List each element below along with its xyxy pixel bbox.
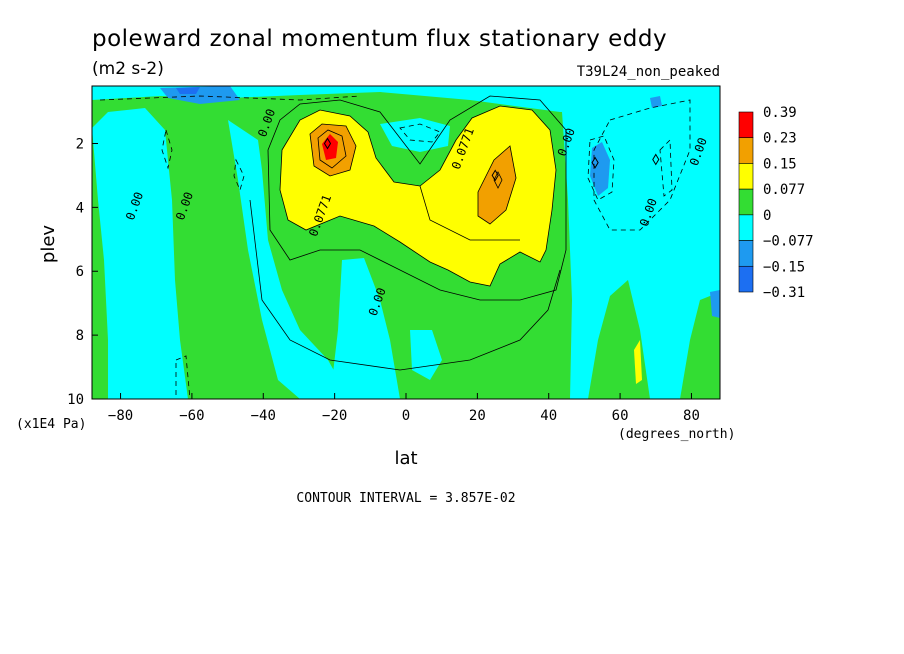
x-tick-label: −20	[322, 408, 347, 424]
x-tick-label: 0	[402, 408, 410, 424]
contour-lines	[249, 95, 567, 371]
band-neg-top	[92, 86, 720, 112]
colorbar-swatch	[738, 214, 754, 241]
x-tick-label: 20	[469, 408, 486, 424]
extrema-markers	[323, 137, 660, 182]
x-tick-label: 60	[612, 408, 629, 424]
x-tick-label: −40	[251, 408, 276, 424]
colorbar-swatch	[738, 163, 754, 190]
y-axis: 2 4 6 8 10	[67, 136, 98, 408]
band-neg-top-center	[380, 118, 450, 152]
y-axis-units: (x1E4 Pa)	[16, 417, 86, 432]
colorbar-swatch	[738, 265, 754, 293]
y-axis-label: plev	[38, 225, 59, 264]
colorbar-swatch	[738, 111, 754, 139]
colorbar: 0.39 0.23 0.15 0.077 0 −0.077 −0.15 −0.31	[738, 105, 814, 301]
colorbar-label: 0.077	[763, 182, 805, 198]
run-name: T39L24_non_peaked	[577, 64, 720, 80]
band-neg2-right-blob	[590, 142, 610, 196]
chart-units: (m2 s-2)	[92, 59, 164, 79]
band-neg-left-column	[92, 108, 188, 399]
colorbar-swatch	[738, 137, 754, 164]
maximum-marker	[323, 137, 332, 150]
maximum-marker	[491, 169, 499, 182]
x-tick-label: −80	[108, 408, 133, 424]
y-tick-label: 4	[76, 200, 84, 216]
colorbar-label: 0.15	[763, 156, 797, 172]
colorbar-label: −0.077	[763, 234, 814, 250]
colorbar-label: 0	[763, 208, 771, 224]
filled-contours	[92, 86, 720, 399]
colorbar-swatch	[738, 240, 754, 267]
band-neg3-top	[176, 87, 200, 94]
band-pos2-right	[478, 146, 516, 224]
band-pos1-right-sliver	[634, 340, 642, 384]
band-neg2-right-small	[650, 96, 662, 108]
y-tick-label: 2	[76, 136, 84, 152]
x-axis: −80 −60 −40 −20 0 20 40 60 80	[108, 393, 700, 424]
x-axis-units: (degrees_north)	[618, 427, 735, 442]
contour-interval: CONTOUR INTERVAL = 3.857E-02	[296, 491, 515, 506]
colorbar-label: −0.31	[763, 285, 805, 301]
x-tick-label: −60	[179, 408, 204, 424]
minimum-marker	[591, 156, 599, 169]
y-tick-label: 8	[76, 328, 84, 344]
y-tick-label: 10	[67, 392, 84, 408]
x-tick-label: 40	[540, 408, 557, 424]
colorbar-swatch	[738, 188, 754, 216]
band-neg-center-bottom	[330, 258, 400, 399]
y-tick-label: 6	[76, 264, 84, 280]
x-axis-label: lat	[394, 448, 417, 469]
minimum-marker	[652, 153, 660, 166]
band-neg2-far-right	[710, 290, 720, 318]
band-neg-left-mid	[228, 120, 350, 399]
negative-contour-lines	[99, 95, 691, 399]
x-tick-label: 80	[683, 408, 700, 424]
colorbar-label: −0.15	[763, 259, 805, 275]
colorbar-label: 0.39	[763, 105, 797, 121]
colorbar-label: 0.23	[763, 131, 797, 147]
chart-title: poleward zonal momentum flux stationary …	[92, 26, 667, 52]
